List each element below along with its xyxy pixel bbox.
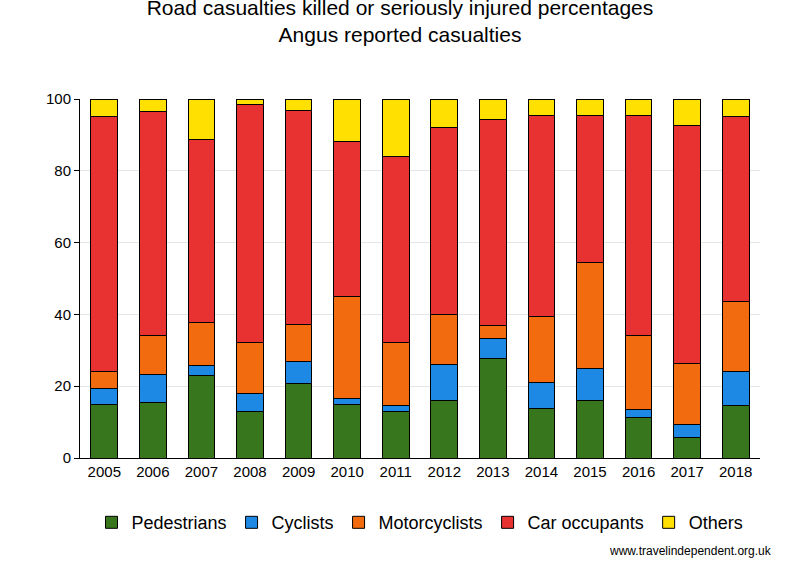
svg-text:Others: Others [689, 513, 743, 533]
svg-text:2017: 2017 [670, 463, 703, 480]
svg-text:2006: 2006 [136, 463, 169, 480]
svg-text:2018: 2018 [719, 463, 752, 480]
svg-text:2015: 2015 [573, 463, 606, 480]
svg-text:2007: 2007 [185, 463, 218, 480]
svg-text:Cyclists: Cyclists [272, 513, 334, 533]
svg-text:2011: 2011 [380, 463, 412, 480]
svg-text:Pedestrians: Pedestrians [132, 513, 227, 533]
svg-text:2016: 2016 [622, 463, 655, 480]
svg-text:20: 20 [54, 377, 71, 394]
svg-text:2014: 2014 [525, 463, 558, 480]
svg-text:0: 0 [63, 449, 71, 466]
svg-text:2009: 2009 [282, 463, 315, 480]
svg-text:2008: 2008 [233, 463, 266, 480]
svg-text:Motorcyclists: Motorcyclists [379, 513, 483, 533]
svg-text:100: 100 [46, 90, 71, 107]
svg-text:Car occupants: Car occupants [528, 513, 644, 533]
svg-text:2010: 2010 [330, 463, 363, 480]
svg-text:2005: 2005 [88, 463, 121, 480]
svg-text:60: 60 [54, 234, 71, 251]
svg-text:2013: 2013 [476, 463, 509, 480]
svg-text:80: 80 [54, 162, 71, 179]
svg-text:2012: 2012 [428, 463, 461, 480]
svg-text:www.travelindependent.org.uk: www.travelindependent.org.uk [609, 544, 772, 558]
svg-text:40: 40 [54, 306, 71, 323]
svg-text:Road casualties killed or seri: Road casualties killed or seriously inju… [147, 0, 654, 46]
